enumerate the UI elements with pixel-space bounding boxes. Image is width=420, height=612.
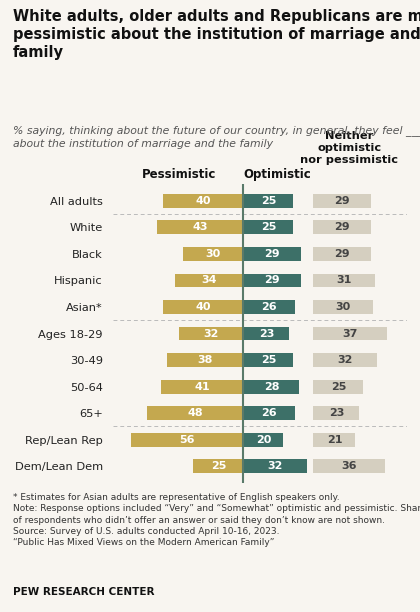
Text: PEW RESEARCH CENTER: PEW RESEARCH CENTER — [13, 587, 154, 597]
Text: 56: 56 — [180, 435, 195, 445]
Text: 29: 29 — [335, 222, 350, 233]
Text: 32: 32 — [338, 355, 353, 365]
Bar — [147, 406, 244, 420]
Text: 30: 30 — [336, 302, 351, 312]
Text: Pessimistic: Pessimistic — [142, 168, 217, 181]
Bar — [244, 220, 294, 234]
Bar — [244, 433, 284, 447]
Bar — [313, 327, 387, 340]
Text: * Estimates for Asian adults are representative of English speakers only.
Note: : * Estimates for Asian adults are represe… — [13, 493, 420, 548]
Bar — [244, 300, 295, 314]
Bar — [313, 353, 378, 367]
Text: 30: 30 — [206, 249, 221, 259]
Bar — [313, 379, 363, 394]
Text: 40: 40 — [196, 302, 211, 312]
Text: 31: 31 — [337, 275, 352, 285]
Text: 37: 37 — [343, 329, 358, 338]
Text: 36: 36 — [341, 461, 357, 471]
Bar — [163, 300, 244, 314]
Text: 28: 28 — [264, 382, 279, 392]
Text: 26: 26 — [262, 408, 277, 418]
Bar — [244, 327, 289, 340]
Text: 48: 48 — [188, 408, 203, 418]
Text: 29: 29 — [335, 196, 350, 206]
Bar — [244, 194, 294, 207]
Text: 29: 29 — [265, 249, 280, 259]
Bar — [244, 379, 299, 394]
Text: Neither
optimistic
nor pessimistic: Neither optimistic nor pessimistic — [300, 131, 399, 165]
Text: White adults, older adults and Republicans are more
pessimistic about the instit: White adults, older adults and Republica… — [13, 9, 420, 60]
Bar — [131, 433, 244, 447]
Text: 29: 29 — [335, 249, 350, 259]
Text: 23: 23 — [259, 329, 274, 338]
Text: 25: 25 — [261, 355, 276, 365]
Text: 32: 32 — [204, 329, 219, 338]
Bar — [161, 379, 244, 394]
Bar — [244, 247, 302, 261]
Bar — [244, 353, 294, 367]
Text: 25: 25 — [331, 382, 346, 392]
Text: 21: 21 — [327, 435, 342, 445]
Bar — [313, 194, 371, 207]
Bar — [193, 460, 244, 473]
Bar — [176, 274, 244, 288]
Text: 43: 43 — [193, 222, 208, 233]
Text: 32: 32 — [268, 461, 283, 471]
Bar — [168, 353, 244, 367]
Bar — [244, 406, 295, 420]
Text: 25: 25 — [261, 222, 276, 233]
Bar — [313, 406, 360, 420]
Bar — [163, 194, 244, 207]
Text: 40: 40 — [196, 196, 211, 206]
Text: 23: 23 — [329, 408, 344, 418]
Bar — [313, 274, 375, 288]
Bar — [158, 220, 244, 234]
Bar — [179, 327, 244, 340]
Bar — [313, 433, 355, 447]
Text: 29: 29 — [265, 275, 280, 285]
Text: Optimistic: Optimistic — [244, 168, 311, 181]
Bar — [313, 460, 386, 473]
Bar — [244, 460, 307, 473]
Text: 25: 25 — [261, 196, 276, 206]
Text: 34: 34 — [202, 275, 217, 285]
Text: 26: 26 — [262, 302, 277, 312]
Bar — [313, 220, 371, 234]
Text: % saying, thinking about the future of our country, in general, they feel ____
a: % saying, thinking about the future of o… — [13, 125, 420, 149]
Text: 38: 38 — [198, 355, 213, 365]
Bar — [313, 300, 373, 314]
Bar — [244, 274, 302, 288]
Bar — [184, 247, 244, 261]
Text: 20: 20 — [256, 435, 271, 445]
Text: 25: 25 — [211, 461, 226, 471]
Bar — [313, 247, 371, 261]
Text: 41: 41 — [194, 382, 210, 392]
